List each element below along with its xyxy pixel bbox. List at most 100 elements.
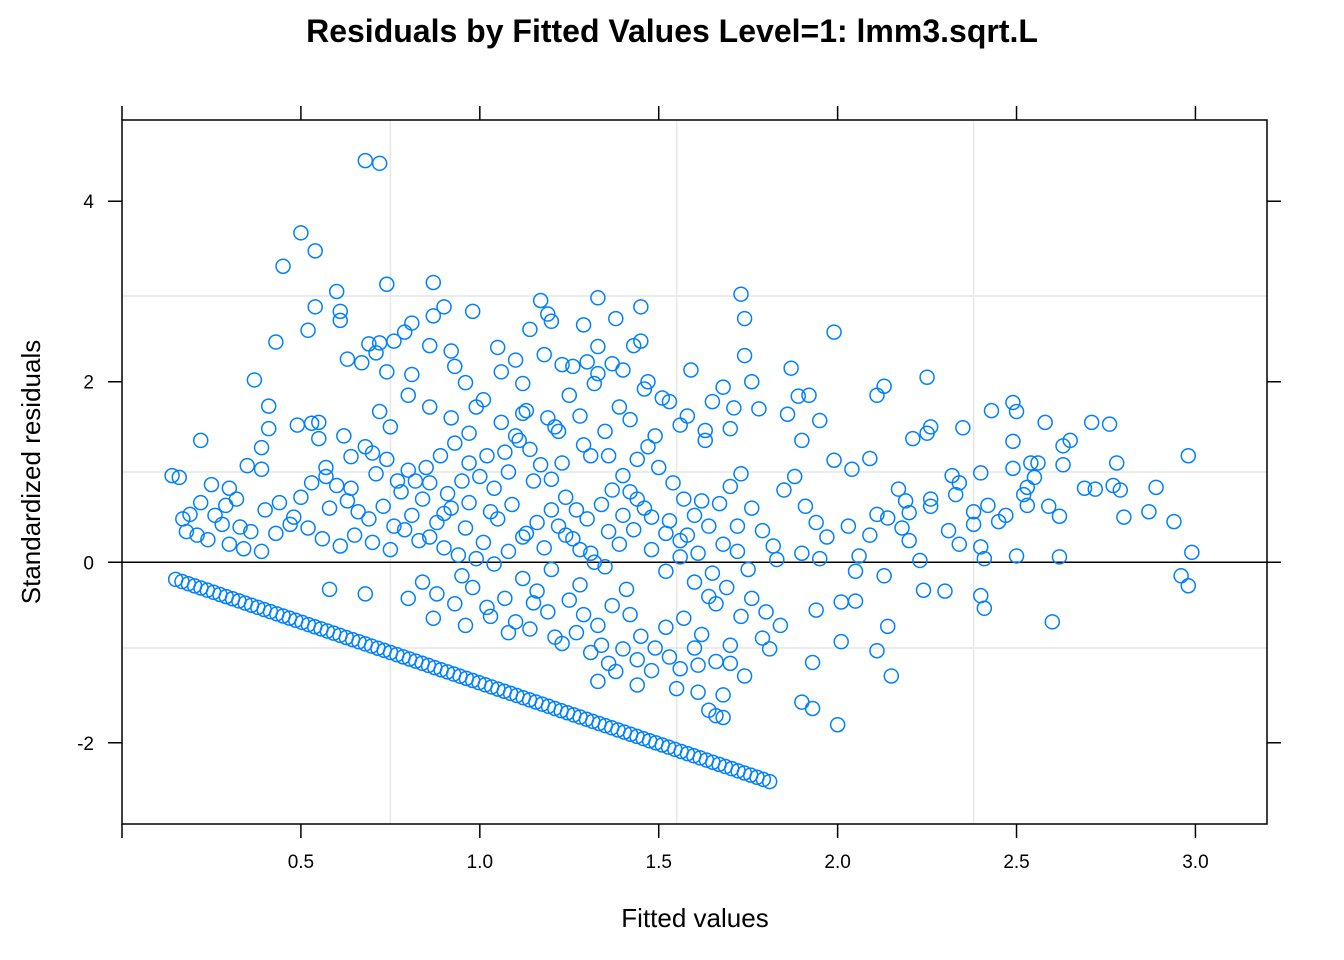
data-point: [275, 258, 291, 274]
data-point: [353, 355, 370, 371]
data-point: [379, 364, 395, 380]
data-point: [572, 541, 588, 558]
data-point: [876, 568, 892, 584]
data-point: [554, 635, 570, 652]
data-point: [421, 399, 438, 415]
data-point: [844, 461, 860, 478]
data-point: [608, 663, 624, 680]
data-point: [318, 459, 334, 476]
data-point: [379, 276, 395, 293]
data-point: [811, 412, 828, 429]
data-point: [357, 586, 374, 602]
data-point: [468, 399, 484, 415]
data-point: [1015, 486, 1032, 503]
data-point: [268, 525, 284, 542]
data-point: [479, 599, 495, 616]
data-point: [919, 369, 935, 385]
data-point: [540, 410, 556, 426]
data-point: [1030, 455, 1046, 471]
data-point: [786, 468, 803, 485]
data-point: [243, 523, 259, 540]
data-point: [1055, 457, 1071, 473]
data-point: [561, 592, 578, 608]
data-point: [361, 336, 377, 352]
data-point: [636, 381, 653, 397]
data-point: [976, 550, 993, 567]
y-tick-label: -2: [77, 734, 94, 755]
data-point: [253, 543, 270, 560]
x-axis-label: Fitted values: [621, 903, 768, 933]
data-point: [307, 299, 323, 315]
data-point: [661, 512, 678, 529]
data-point: [336, 428, 352, 444]
data-point: [736, 668, 753, 684]
data-point: [879, 510, 896, 526]
data-point: [454, 473, 470, 489]
data-point: [457, 617, 474, 634]
data-point: [640, 438, 656, 455]
data-point: [629, 451, 645, 468]
data-point: [597, 559, 613, 575]
data-point: [622, 606, 638, 623]
data-point: [704, 565, 721, 581]
data-point: [371, 403, 388, 420]
data-point: [543, 313, 560, 330]
data-point: [1087, 481, 1103, 497]
data-point: [744, 373, 760, 390]
data-point: [318, 468, 334, 485]
y-tick-label: 2: [83, 373, 94, 394]
x-tick-label: 0.5: [288, 852, 314, 873]
data-point: [804, 700, 821, 717]
data-point: [1180, 448, 1197, 464]
data-point: [776, 482, 792, 498]
data-point: [425, 610, 442, 626]
data-point: [751, 401, 767, 417]
data-point: [432, 448, 449, 464]
data-point: [615, 362, 631, 378]
data-point: [897, 493, 914, 509]
data-point: [321, 581, 338, 598]
data-point: [940, 522, 957, 539]
data-point: [486, 556, 502, 572]
data-point: [919, 425, 935, 441]
data-point: [615, 507, 631, 524]
data-point: [761, 641, 778, 657]
data-point: [726, 400, 742, 416]
data-point: [303, 475, 320, 491]
data-point: [761, 773, 778, 790]
data-point: [511, 432, 527, 449]
data-point: [575, 437, 592, 453]
data-point: [300, 520, 316, 536]
data-point: [729, 518, 746, 534]
data-point: [593, 496, 610, 513]
data-point: [937, 583, 953, 599]
data-point: [718, 579, 735, 596]
data-point: [980, 497, 996, 514]
data-point: [192, 432, 209, 449]
data-point: [769, 551, 785, 568]
data-point: [289, 417, 306, 433]
data-point: [600, 448, 617, 464]
data-point: [461, 425, 477, 441]
data-point: [693, 626, 710, 643]
data-point: [1101, 416, 1118, 432]
data-point: [736, 347, 753, 364]
data-point: [515, 529, 531, 545]
data-point: [1166, 513, 1182, 530]
data-point: [1148, 479, 1164, 496]
data-point: [1180, 577, 1197, 594]
data-point: [1116, 509, 1132, 525]
data-point: [947, 486, 964, 503]
data-point: [1005, 394, 1021, 411]
data-point: [615, 467, 631, 484]
data-point: [715, 379, 731, 395]
data-point: [590, 617, 606, 634]
data-point: [543, 502, 560, 518]
data-point: [672, 549, 688, 565]
data-point: [808, 514, 824, 531]
data-point: [554, 455, 570, 471]
data-point: [536, 346, 552, 363]
data-point: [901, 504, 917, 521]
data-point: [686, 574, 703, 590]
